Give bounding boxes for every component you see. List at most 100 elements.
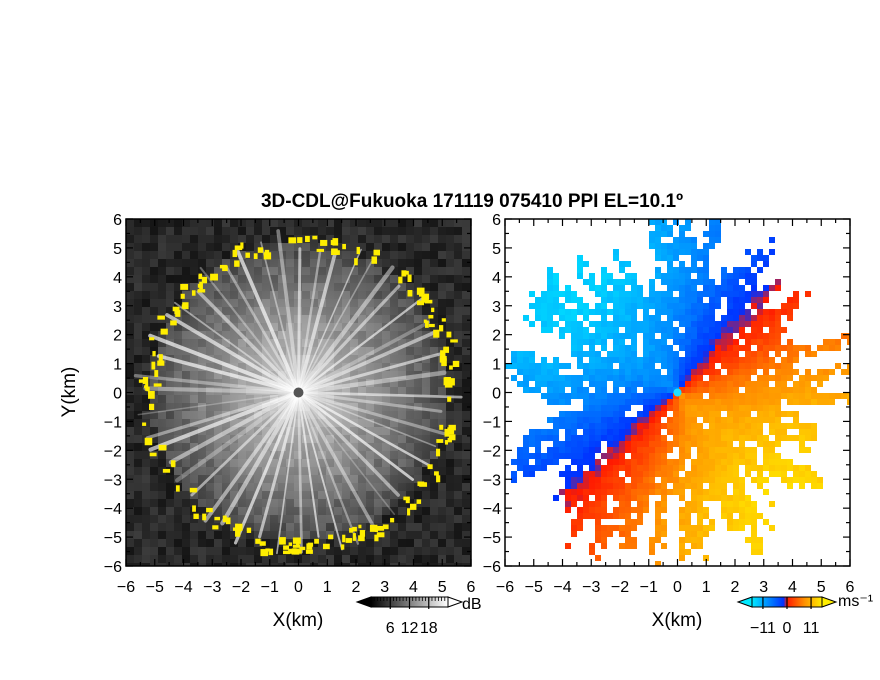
snr-cell <box>454 555 462 563</box>
velocity-cell <box>583 375 589 381</box>
velocity-cell <box>667 291 673 297</box>
snr-cell <box>422 227 430 235</box>
velocity-cell <box>775 417 781 423</box>
velocity-cell <box>607 531 613 537</box>
velocity-cell <box>643 429 649 435</box>
velocity-cell <box>619 429 625 435</box>
velocity-cell <box>619 477 625 483</box>
snr-cell <box>190 243 198 251</box>
velocity-cell <box>601 435 607 441</box>
snr-cell <box>182 563 190 566</box>
velocity-cell <box>517 363 523 369</box>
velocity-cell <box>601 543 607 549</box>
velocity-cell <box>775 321 781 327</box>
velocity-cell <box>523 441 529 447</box>
velocity-cell <box>751 423 757 429</box>
snr-cell <box>134 403 142 411</box>
velocity-cell <box>583 471 589 477</box>
x-tick-label: 2 <box>731 579 740 596</box>
velocity-cell <box>601 525 607 531</box>
snr-clutter-pixel <box>450 339 458 343</box>
snr-cell <box>150 507 158 515</box>
velocity-site-marker <box>673 388 682 397</box>
velocity-cell <box>655 273 661 279</box>
velocity-cell <box>667 489 673 495</box>
snr-cell <box>430 555 438 563</box>
velocity-cell <box>565 477 571 483</box>
velocity-cell <box>805 435 811 441</box>
velocity-colorbar-ticks: −11 0 11 <box>750 597 819 637</box>
velocity-cell <box>661 357 667 363</box>
snr-clutter-pixel <box>441 318 446 322</box>
snr-cell <box>334 563 342 566</box>
velocity-cell <box>739 411 745 417</box>
snr-cell <box>398 227 406 235</box>
snr-cell <box>462 459 470 467</box>
velocity-cell <box>655 489 661 495</box>
velocity-cell <box>727 501 733 507</box>
snr-cell <box>398 251 406 259</box>
velocity-cell <box>565 501 571 507</box>
colorbar-tick-label: 18 <box>420 620 438 637</box>
velocity-cell <box>655 459 661 465</box>
velocity-cell <box>847 363 850 369</box>
velocity-cell <box>733 399 739 405</box>
snr-cell <box>206 235 214 243</box>
snr-cell <box>142 411 150 419</box>
snr-clutter-pixel <box>447 427 455 435</box>
velocity-cell <box>763 411 769 417</box>
snr-cell <box>318 555 326 563</box>
snr-cell <box>142 539 150 547</box>
snr-cell <box>158 267 166 275</box>
y-tick-label: 3 <box>113 299 122 316</box>
velocity-cell <box>757 513 763 519</box>
snr-cell <box>134 363 142 371</box>
velocity-cell <box>709 333 715 339</box>
velocity-cell <box>661 327 667 333</box>
velocity-cell <box>781 375 787 381</box>
velocity-cell <box>595 531 601 537</box>
snr-cell <box>166 523 174 531</box>
velocity-cell <box>703 405 709 411</box>
velocity-cell <box>535 303 541 309</box>
velocity-cell <box>709 417 715 423</box>
velocity-cell <box>775 285 781 291</box>
velocity-cell <box>613 315 619 321</box>
velocity-cell <box>607 471 613 477</box>
velocity-cell <box>673 279 679 285</box>
velocity-cell <box>721 375 727 381</box>
velocity-cell <box>565 543 571 549</box>
velocity-cell <box>697 309 703 315</box>
velocity-cell <box>613 489 619 495</box>
snr-cell <box>238 531 246 539</box>
velocity-cell <box>643 501 649 507</box>
snr-cell <box>238 235 246 243</box>
snr-cell <box>134 531 142 539</box>
velocity-cell <box>769 441 775 447</box>
snr-clutter-pixel <box>373 249 381 256</box>
snr-cell <box>454 403 462 411</box>
velocity-cell <box>589 357 595 363</box>
velocity-cell <box>775 345 781 351</box>
snr-cell <box>214 547 222 555</box>
snr-cell <box>190 267 198 275</box>
velocity-cell <box>799 435 805 441</box>
snr-clutter-pixel <box>222 515 227 523</box>
snr-y-axis-label: Y(km) <box>59 367 80 418</box>
velocity-cell <box>757 537 763 543</box>
snr-cell <box>446 419 454 427</box>
velocity-cell <box>619 285 625 291</box>
velocity-cell <box>811 351 817 357</box>
velocity-cell <box>529 429 535 435</box>
snr-cell <box>414 483 422 491</box>
snr-cell <box>126 523 134 531</box>
velocity-cell <box>511 375 517 381</box>
snr-cell <box>142 499 150 507</box>
y-tick-label: 6 <box>492 212 501 229</box>
velocity-cell <box>697 297 703 303</box>
velocity-cell <box>589 333 595 339</box>
snr-cell <box>430 483 438 491</box>
snr-cell <box>158 491 166 499</box>
velocity-cell <box>643 339 649 345</box>
velocity-cell <box>775 369 781 375</box>
